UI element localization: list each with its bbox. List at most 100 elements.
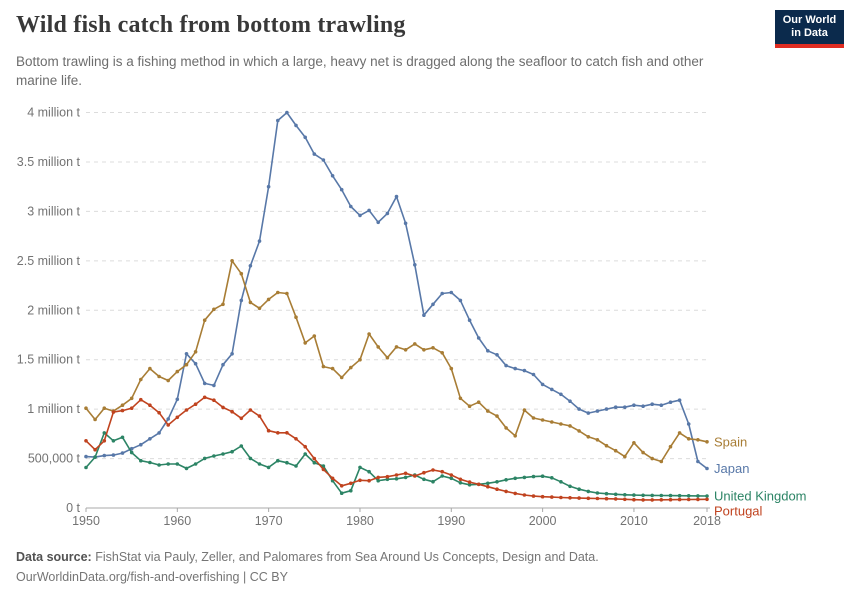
data-point-japan xyxy=(385,211,390,216)
data-point-japan xyxy=(257,239,262,243)
data-point-united-kingdom xyxy=(129,450,134,455)
data-point-united-kingdom xyxy=(623,493,627,497)
data-point-united-kingdom xyxy=(449,476,454,481)
data-point-united-kingdom xyxy=(632,493,636,497)
data-point-spain xyxy=(440,351,445,355)
data-point-spain xyxy=(495,414,499,418)
data-point-japan xyxy=(641,404,645,409)
data-point-united-kingdom xyxy=(358,465,362,470)
data-point-spain xyxy=(193,350,198,354)
series-label-portugal[interactable]: Portugal xyxy=(714,504,763,519)
data-point-spain xyxy=(394,345,399,349)
data-point-japan xyxy=(239,298,244,303)
data-point-japan xyxy=(686,422,691,426)
data-point-united-kingdom xyxy=(230,449,234,454)
series-label-spain[interactable]: Spain xyxy=(714,434,747,449)
data-point-japan xyxy=(586,411,591,415)
data-point-japan xyxy=(248,264,253,268)
data-point-portugal xyxy=(148,403,152,408)
data-point-united-kingdom xyxy=(522,475,527,480)
y-axis-tick-label: 500,000 t xyxy=(28,452,81,466)
owid-logo[interactable]: Our World in Data xyxy=(775,10,844,48)
data-point-united-kingdom xyxy=(349,488,353,493)
data-point-portugal xyxy=(394,473,399,477)
data-point-japan xyxy=(467,318,472,322)
data-point-united-kingdom xyxy=(495,480,499,484)
data-point-spain xyxy=(330,366,335,371)
data-point-portugal xyxy=(623,497,627,502)
data-point-spain xyxy=(668,444,673,449)
data-point-united-kingdom xyxy=(93,455,97,459)
data-point-portugal xyxy=(540,494,545,499)
data-point-japan xyxy=(495,353,499,357)
data-point-japan xyxy=(632,403,636,408)
data-point-spain xyxy=(93,417,97,422)
data-point-united-kingdom xyxy=(385,477,390,482)
series-label-japan[interactable]: Japan xyxy=(714,461,749,476)
owid-logo-box: Our World in Data xyxy=(775,10,844,44)
data-point-portugal xyxy=(139,397,143,402)
y-axis-tick-label: 3 million t xyxy=(27,204,80,218)
data-point-japan xyxy=(431,302,435,307)
data-point-united-kingdom xyxy=(376,478,381,483)
data-point-portugal xyxy=(650,498,654,502)
y-axis-tick-label: 2 million t xyxy=(27,303,80,317)
data-point-spain xyxy=(458,396,463,401)
data-point-portugal xyxy=(239,416,244,421)
data-point-united-kingdom xyxy=(613,492,618,497)
data-point-japan xyxy=(522,368,527,373)
chart-canvas[interactable]: 0 t 500,000 t 1 million t 1.5 million t 2 mi… xyxy=(0,95,850,555)
data-point-portugal xyxy=(504,489,508,494)
owid-logo-line2: in Data xyxy=(791,27,828,39)
x-axis-tick-label: 1970 xyxy=(255,514,283,528)
data-point-japan xyxy=(276,118,280,123)
data-point-japan xyxy=(339,187,344,192)
data-point-united-kingdom xyxy=(248,456,253,461)
data-point-spain xyxy=(367,332,371,336)
data-point-japan xyxy=(102,453,107,458)
data-point-portugal xyxy=(276,431,280,435)
data-point-japan xyxy=(294,123,298,128)
data-point-portugal xyxy=(376,475,381,480)
data-point-spain xyxy=(102,406,107,411)
data-point-united-kingdom xyxy=(504,478,508,482)
data-point-portugal xyxy=(641,498,645,502)
data-point-spain xyxy=(568,424,572,428)
data-point-japan xyxy=(184,352,189,356)
data-point-spain xyxy=(577,429,581,433)
data-point-japan xyxy=(449,290,454,295)
data-point-japan xyxy=(230,352,234,356)
data-point-spain xyxy=(266,297,271,302)
data-point-spain xyxy=(239,271,244,276)
series-line-portugal xyxy=(85,396,708,501)
data-point-portugal xyxy=(202,395,207,400)
data-point-portugal xyxy=(486,484,490,489)
data-point-japan xyxy=(349,204,353,209)
data-point-united-kingdom xyxy=(440,474,445,478)
series-label-united-kingdom[interactable]: United Kingdom xyxy=(714,489,807,504)
data-point-portugal xyxy=(303,444,308,449)
data-point-spain xyxy=(604,443,609,448)
footer-link[interactable]: OurWorldinData.org/fish-and-overfishing xyxy=(16,570,240,584)
data-point-portugal xyxy=(659,498,664,502)
data-point-portugal xyxy=(668,497,673,502)
data-point-portugal xyxy=(230,409,234,414)
data-point-japan xyxy=(111,453,116,457)
data-point-united-kingdom xyxy=(193,462,198,466)
chart-subtitle: Bottom trawling is a fishing method in w… xyxy=(16,54,704,88)
data-point-portugal xyxy=(312,456,317,461)
data-point-japan xyxy=(504,363,508,368)
data-point-japan xyxy=(705,466,709,471)
data-point-united-kingdom xyxy=(202,456,207,461)
data-point-japan xyxy=(595,409,600,413)
y-axis-tick-label: 2.5 million t xyxy=(17,254,81,268)
series-line-united-kingdom xyxy=(85,432,708,497)
data-point-japan xyxy=(559,392,563,397)
data-point-spain xyxy=(385,355,390,360)
data-point-spain xyxy=(586,435,591,439)
data-point-japan xyxy=(266,184,271,189)
page-title: Wild fish catch from bottom trawling xyxy=(16,12,406,38)
data-point-portugal xyxy=(467,480,472,484)
data-point-japan xyxy=(84,454,88,459)
data-point-japan xyxy=(148,437,152,441)
